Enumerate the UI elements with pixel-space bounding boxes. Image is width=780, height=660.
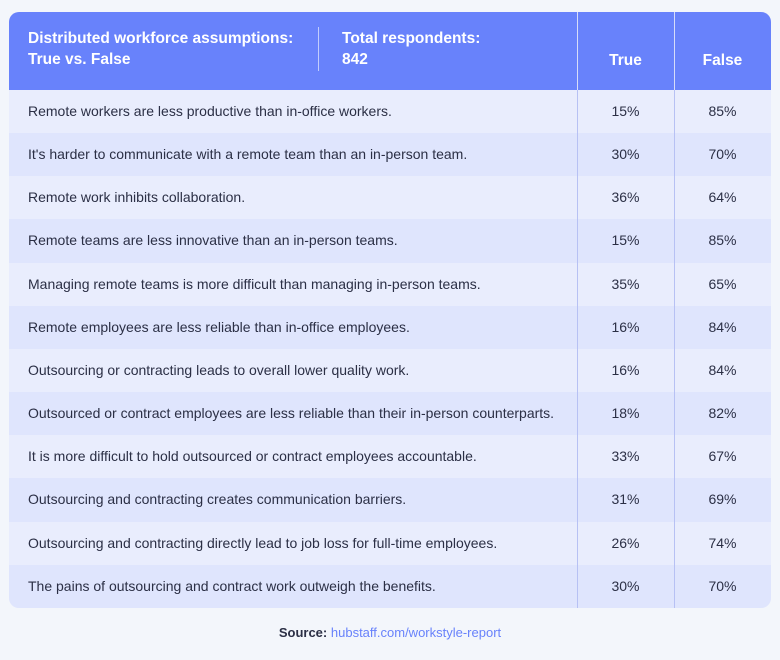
row-true-value: 30% xyxy=(611,577,640,594)
column-divider-true xyxy=(577,12,578,608)
row-statement: Managing remote teams is more difficult … xyxy=(28,275,481,292)
row-false-value: 70% xyxy=(708,146,737,163)
table-row: It's harder to communicate with a remote… xyxy=(9,133,771,177)
row-true-value: 33% xyxy=(611,448,640,465)
title-line-1: Distributed workforce assumptions: xyxy=(28,30,294,47)
row-false-value: 65% xyxy=(708,275,737,292)
table-row: Outsourced or contract employees are les… xyxy=(9,392,771,436)
table-row: Remote work inhibits collaboration. 36% 64… xyxy=(9,176,771,219)
header-divider-true xyxy=(577,12,578,90)
table-header: Distributed workforce assumptions: True … xyxy=(9,12,771,90)
row-statement: Remote work inhibits collaboration. xyxy=(28,189,246,206)
column-divider-false xyxy=(674,12,675,608)
column-header-false: False xyxy=(702,52,743,69)
table-row: It is more difficult to hold outsourced … xyxy=(9,435,771,478)
row-statement: Remote teams are less innovative than an… xyxy=(28,232,398,249)
table-row: Managing remote teams is more difficult … xyxy=(9,263,771,306)
row-false-value: 84% xyxy=(708,361,737,378)
table-row: Remote teams are less innovative than an… xyxy=(9,219,771,263)
table-row: Outsourcing and contracting creates comm… xyxy=(9,478,771,522)
row-false-value: 84% xyxy=(708,318,737,335)
row-false-value: 85% xyxy=(708,103,737,119)
row-statement: It is more difficult to hold outsourced … xyxy=(28,448,477,465)
source-label: Source: xyxy=(278,625,328,640)
row-false-value: 67% xyxy=(708,448,737,465)
row-statement: It's harder to communicate with a remote… xyxy=(28,146,468,163)
row-true-value: 30% xyxy=(611,146,640,163)
row-true-value: 15% xyxy=(611,103,640,119)
table-body: Remote workers are less productive than … xyxy=(9,90,771,608)
row-false-value: 82% xyxy=(708,405,737,422)
row-statement: Remote workers are less productive than … xyxy=(28,103,392,119)
row-true-value: 16% xyxy=(611,318,640,335)
source-link[interactable]: hubstaff.com/workstyle-report xyxy=(330,625,502,640)
row-false-value: 70% xyxy=(708,577,737,594)
table-row: Remote workers are less productive than … xyxy=(9,90,771,133)
row-true-value: 36% xyxy=(611,189,640,206)
table-row: Remote employees are less reliable than … xyxy=(9,305,771,349)
total-label: Total respondents: xyxy=(342,30,481,47)
header-divider xyxy=(318,27,319,71)
row-false-value: 64% xyxy=(708,189,737,206)
row-statement: The pains of outsourcing and contract wo… xyxy=(28,577,436,594)
row-true-value: 15% xyxy=(611,232,640,249)
total-value: 842 xyxy=(342,51,368,68)
row-false-value: 85% xyxy=(708,232,737,249)
header-divider-false xyxy=(674,12,675,90)
table-row: The pains of outsourcing and contract wo… xyxy=(9,564,771,608)
row-false-value: 74% xyxy=(708,534,737,551)
row-true-value: 35% xyxy=(611,275,640,292)
table-row: Outsourcing or contracting leads to over… xyxy=(9,349,771,392)
table-title: Distributed workforce assumptions: True … xyxy=(28,28,308,70)
row-true-value: 31% xyxy=(611,491,640,508)
column-header-true: True xyxy=(609,52,642,69)
row-true-value: 18% xyxy=(611,405,640,422)
row-statement: Remote employees are less reliable than … xyxy=(28,318,410,335)
row-true-value: 16% xyxy=(611,361,640,378)
table-row: Outsourcing and contracting directly lea… xyxy=(9,522,771,565)
source-line: Source: hubstaff.com/workstyle-report xyxy=(0,625,780,640)
row-statement: Outsourcing or contracting leads to over… xyxy=(28,361,410,378)
row-statement: Outsourcing and contracting directly lea… xyxy=(28,534,498,551)
row-statement: Outsourced or contract employees are les… xyxy=(28,405,555,422)
total-respondents: Total respondents: 842 xyxy=(342,28,542,70)
row-true-value: 26% xyxy=(611,534,640,551)
title-line-2: True vs. False xyxy=(28,51,131,68)
survey-table-card: Distributed workforce assumptions: True … xyxy=(9,12,771,608)
row-statement: Outsourcing and contracting creates comm… xyxy=(28,491,407,508)
row-false-value: 69% xyxy=(708,491,737,508)
